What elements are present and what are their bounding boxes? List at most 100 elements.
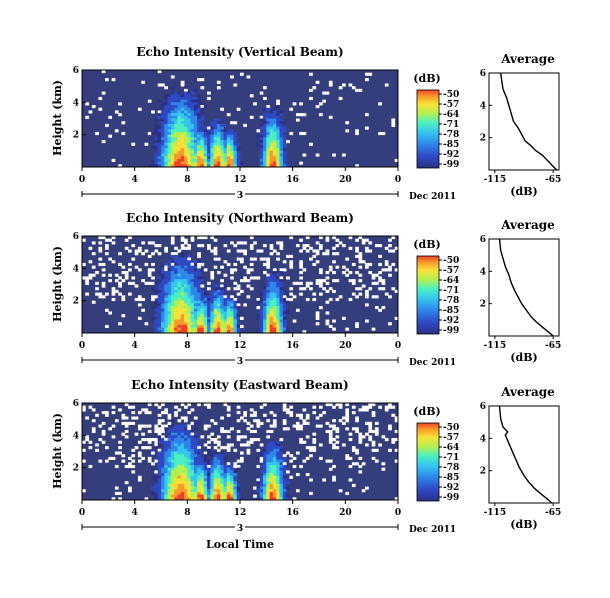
heatmap-cell [210,483,215,487]
heatmap-cell [279,478,284,482]
heatmap-cell [328,297,333,302]
heatmap-cell [197,494,201,498]
heatmap-cell [197,327,201,331]
date-label: Dec 2011 [409,358,456,368]
heatmap-cell [203,131,208,136]
heatmap-cell [157,297,162,302]
heatmap-cell [269,311,274,315]
heatmap-cell [101,91,106,95]
heatmap-cell [157,287,162,291]
heatmap-cell [272,271,277,275]
heatmap-cell [108,238,113,242]
heatmap-cell [184,156,188,160]
heatmap-cell [170,115,175,119]
heatmap-cell [266,478,271,482]
heatmap-cell [95,281,99,285]
heatmap-cell [226,322,231,326]
heatmap-cell [187,427,192,431]
heatmap-cell [365,303,369,307]
heatmap-cell [269,462,274,466]
heatmap-cell [101,70,106,74]
heatmap-cell [164,94,168,98]
heatmap-cell [190,311,195,315]
x-tick-label: 4 [132,341,138,351]
heatmap-cell [272,115,277,119]
heatmap-cell [174,94,178,98]
heatmap-cell [302,131,307,136]
heatmap-cell [216,123,221,127]
heatmap-cell [391,249,396,253]
heatmap-cell [101,268,106,272]
heatmap-cell [276,137,280,141]
heatmap-cell [365,486,369,490]
heatmap-cell [230,131,234,136]
heatmap-cell [157,448,162,452]
heatmap-cell [170,459,175,463]
heatmap-cell [223,129,228,133]
heatmap-cell [361,405,366,409]
heatmap-cell [279,284,284,288]
heatmap-cell [207,297,211,302]
heatmap-cell [355,249,359,253]
heatmap-cell [203,467,208,471]
heatmap-cell [190,129,195,133]
heatmap-cell [124,424,129,428]
heatmap-cell [210,473,215,477]
heatmap-cell [187,314,192,318]
heatmap-cell [88,246,93,250]
heatmap-cell [184,145,188,149]
heatmap-cell [279,137,284,141]
heatmap-cell [263,330,267,334]
heatmap-cell [213,292,218,296]
heatmap-cell [101,273,106,277]
heatmap-cell [272,470,277,474]
heatmap-cell [279,464,284,469]
heatmap-cell [240,72,244,76]
heatmap-cell [157,454,162,458]
heatmap-cell [154,249,159,253]
heatmap-cell [207,491,211,496]
heatmap-cell [223,483,228,487]
heatmap-cell [230,297,234,302]
heatmap-cell [203,129,208,133]
heatmap-cell [230,311,234,315]
heatmap-cell [193,140,198,144]
heatmap-cell [272,443,277,447]
heatmap-cell [193,481,198,485]
heatmap-cell [365,246,369,250]
heatmap-cell [319,405,323,409]
heatmap-cell [282,311,287,315]
heatmap-cell [184,271,188,275]
heatmap-cell [197,289,201,293]
heatmap-cell [141,438,145,442]
heatmap-cell [207,295,211,299]
heatmap-cell [174,454,178,458]
heatmap-cell [167,300,172,304]
heatmap-cell [223,148,228,152]
heatmap-cell [384,83,389,87]
heatmap-cell [374,295,379,299]
heatmap-cell [263,140,267,144]
heatmap-cell [184,324,188,329]
heatmap-cell [111,158,116,163]
heatmap-cell [207,405,211,409]
heatmap-cell [174,121,178,125]
heatmap-cell [230,497,234,501]
heatmap-cell [167,308,172,312]
heatmap-cell [101,262,106,267]
average-x-tick-label: -115 [484,341,507,351]
heatmap-cell [233,324,238,329]
heatmap-cell [167,140,172,144]
heatmap-cell [114,129,119,133]
heatmap-cell [388,427,392,431]
heatmap-cell [190,489,195,493]
heatmap-cell [263,478,267,482]
heatmap-cell [328,424,333,428]
heatmap-cell [184,238,188,242]
heatmap-cell [154,319,159,323]
heatmap-cell [233,311,238,315]
heatmap-cell [226,473,231,477]
heatmap-cell [170,300,175,304]
heatmap-cell [233,164,238,168]
heatmap-cell [170,131,175,136]
